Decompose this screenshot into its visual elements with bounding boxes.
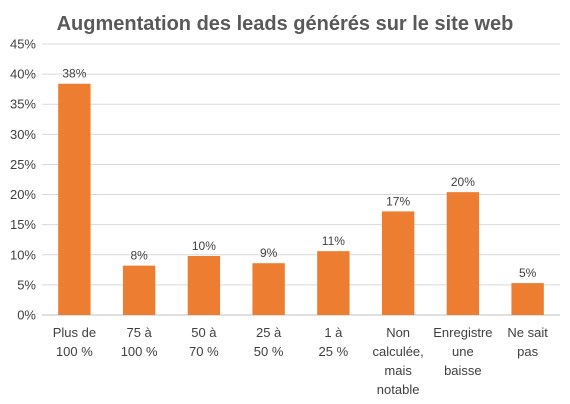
data-label: 38%	[62, 67, 86, 81]
chart-title: Augmentation des leads générés sur le si…	[57, 13, 514, 35]
y-tick-label: 35%	[10, 97, 36, 112]
bar	[511, 283, 544, 315]
x-category-label: 50 à 70 %	[189, 325, 219, 359]
y-tick-label: 15%	[10, 217, 36, 232]
x-category-label: Ne sait pas	[507, 325, 548, 359]
data-label: 17%	[386, 194, 410, 208]
y-tick-label: 25%	[10, 157, 36, 172]
x-category-label: 75 à 100 %	[121, 325, 158, 359]
y-tick-label: 45%	[10, 37, 36, 52]
bar	[252, 263, 285, 315]
bar	[58, 83, 91, 315]
y-tick-label: 10%	[10, 247, 36, 262]
x-axis-categories: Plus de 100 % 75 à 100 % 50 à 70 % 25 à 50 % 1 à…	[53, 325, 549, 397]
grid-lines	[42, 43, 560, 316]
data-label: 9%	[260, 246, 278, 260]
bars	[58, 83, 544, 315]
data-label: 8%	[130, 249, 148, 263]
x-category-label: Plus de 100 %	[53, 325, 96, 359]
data-label: 20%	[451, 175, 475, 189]
y-tick-label: 5%	[17, 277, 36, 292]
bar	[187, 255, 221, 315]
bar	[122, 265, 156, 315]
y-tick-label: 40%	[10, 67, 36, 82]
x-category-label: 1 à 25 %	[319, 325, 349, 359]
bar	[381, 211, 415, 315]
data-label: 5%	[519, 266, 537, 280]
y-axis-ticks: 0% 5% 10% 15% 20% 25% 30% 35% 40% 45%	[10, 37, 36, 323]
data-label: 11%	[322, 234, 345, 248]
bar	[446, 192, 480, 315]
data-labels: 38% 8% 10% 9% 11% 17% 20% 5%	[62, 67, 536, 280]
bar	[317, 251, 350, 315]
x-category-label: Non calculée, mais notable	[372, 325, 423, 397]
y-tick-label: 0%	[17, 308, 36, 323]
data-label: 10%	[192, 239, 216, 253]
y-tick-label: 30%	[10, 127, 36, 142]
y-tick-label: 20%	[10, 187, 36, 202]
x-category-label: Enregistre une baisse	[433, 325, 492, 378]
x-category-label: 25 à 50 %	[254, 325, 284, 359]
